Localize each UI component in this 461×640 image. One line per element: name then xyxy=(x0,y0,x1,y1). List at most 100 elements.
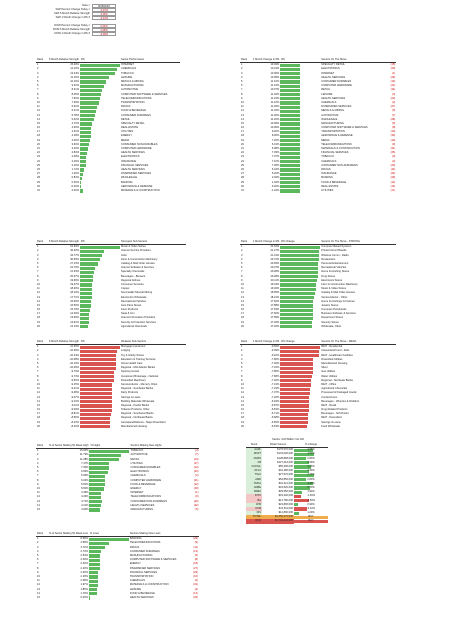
label-cell: Catalog & Mail Order Houses xyxy=(321,291,355,295)
pct-change-bar xyxy=(294,507,308,511)
table-row: 4 20.72% Restaurants xyxy=(240,258,396,262)
table-row: 5 20.65% Personal Entertainment xyxy=(240,262,396,266)
value-bar-cell xyxy=(80,304,120,308)
value-cell: 3.72% xyxy=(80,545,88,549)
value-bar-cell xyxy=(280,387,320,391)
value-cell: 27.13% xyxy=(70,262,79,266)
table-row: 9 7.60% TELECOMMUNICATIONS xyxy=(36,97,180,101)
label-cell: Printed Circuit Boards xyxy=(321,249,347,253)
table-row: MSFT $133,046,000 4.80% xyxy=(246,452,328,457)
value-bar-cell xyxy=(280,321,320,325)
label-cell: Tobacco Products, Other xyxy=(121,408,150,412)
value-bar-cell xyxy=(80,254,120,258)
value-cell: 10.19% xyxy=(270,67,280,71)
rank-cell: 12 xyxy=(241,291,244,295)
value-bar-cell xyxy=(280,185,320,189)
value-cell: 14.10% xyxy=(70,67,79,71)
dollar-volume-cell: $56,306,000 xyxy=(278,465,293,469)
table-row: 12 18.95% Catalog & Mail Order Houses xyxy=(240,291,396,295)
rank-cell: 11 xyxy=(37,105,40,109)
label-cell: ENERGY xyxy=(129,562,141,566)
value-bar-cell xyxy=(88,550,129,554)
value-bar xyxy=(280,160,301,164)
value-cell: -10.24% xyxy=(69,353,79,357)
value-bar xyxy=(80,245,120,249)
rank-cell: 8 xyxy=(241,374,243,378)
rank-cell: 3 xyxy=(241,353,243,357)
value-cell: -9.21% xyxy=(70,387,79,391)
value-bar xyxy=(80,147,89,151)
label-cell: Silver xyxy=(321,366,328,370)
value-cell: 7.30% xyxy=(81,466,89,470)
value-cell: 4.00% xyxy=(81,507,89,511)
rank-ref-cell: (25) xyxy=(390,151,396,155)
value-cell: 11.06% xyxy=(270,105,280,109)
date-value: 8/28/2020 xyxy=(92,4,116,8)
value-cell: 6.90% xyxy=(81,470,89,474)
value-cell: 2.40% xyxy=(80,562,88,566)
pct-change-value: BUY xyxy=(308,519,314,523)
value-bar xyxy=(280,395,310,400)
value-bar xyxy=(80,362,116,366)
value-bar xyxy=(280,63,301,67)
value-cell: 15.70% xyxy=(70,308,79,312)
label-cell: CONSUMER NON-DURABLES xyxy=(130,499,167,503)
value-bar-cell xyxy=(80,391,120,395)
value-bar-cell xyxy=(280,97,320,101)
table-row: 10 11.10% CHEMICALS (2) xyxy=(240,101,396,105)
value-bar-cell xyxy=(280,395,320,400)
value-bar xyxy=(80,366,116,370)
value-bar-cell xyxy=(80,375,120,379)
column-header: RS xyxy=(80,58,120,64)
table-row: 3 -9.22% REIT - Healthcare Facilities xyxy=(240,354,396,358)
rank-cell: 17 xyxy=(241,312,244,316)
header-stat-label: S&P 6 Month Relative Strength = xyxy=(54,12,90,19)
value-bar xyxy=(280,76,301,80)
value-cell: 11.79% xyxy=(79,453,89,457)
value-bar xyxy=(280,400,310,404)
rank-ref-cell: (29) xyxy=(193,537,198,541)
rank-cell: 16 xyxy=(37,308,40,312)
sector-perf-table: Rank 6 Month Relative Strength RS Sector Pe… xyxy=(36,58,180,193)
table-row: 16 17.63% Computer Peripherals xyxy=(240,308,396,312)
value-cell: 20.07% xyxy=(70,274,79,278)
value-bar-cell xyxy=(80,245,120,250)
value-bar-cell xyxy=(88,537,129,542)
pct-change-cell: 3.40% xyxy=(294,469,328,473)
value-bar xyxy=(280,262,319,266)
rank-cell: 10 xyxy=(37,100,40,104)
label-cell: Catalog & Mail Order Houses xyxy=(121,262,155,266)
label-cell: Water Utilities xyxy=(321,374,338,378)
rank-cell: 3 xyxy=(37,71,39,75)
ticker-cell: BABA xyxy=(246,490,262,495)
label-cell: Steel & Iron xyxy=(121,312,135,316)
value-cell: 6.06% xyxy=(81,474,89,478)
table-row: 12 1.97% MATERIALS & CONSTRUCTION (31) xyxy=(36,583,199,587)
rank-ref-cell: (12) xyxy=(193,482,199,486)
rank-cell: 9 xyxy=(241,278,243,282)
value-bar xyxy=(80,109,96,113)
label-cell: WHOLESALE xyxy=(121,176,138,180)
table-row: 8 20.07% Beverages - Brewers xyxy=(36,275,186,279)
rank-ref-cell: (9) xyxy=(195,495,199,499)
label-cell: RETAIL xyxy=(121,117,130,121)
rank-ref-cell: (14) xyxy=(390,88,396,92)
value-bar xyxy=(80,349,117,354)
rank-cell: 16 xyxy=(241,126,244,130)
value-bar xyxy=(280,308,313,312)
rank-cell: 29 xyxy=(241,180,244,184)
value-cell: -9.39% xyxy=(271,349,280,353)
value-bar-cell xyxy=(280,391,320,395)
value-bar xyxy=(89,462,110,466)
rank-ref-cell: (28) xyxy=(390,117,396,121)
rank-ref-cell: (8) xyxy=(194,558,198,562)
rank-ref-cell: (20) xyxy=(193,499,199,503)
table-row: 2 4.58% TELECOMMUNICATIONS (9) xyxy=(36,541,199,546)
value-bar xyxy=(280,354,319,358)
label-cell: Jewelry Stores xyxy=(321,303,339,307)
rank-cell: 11 xyxy=(37,579,40,583)
strong-sub-table: Rank 6 Month Relative Strength RS Strongest… xyxy=(36,240,186,329)
value-cell: -6.53% xyxy=(271,424,280,428)
value-bar-cell xyxy=(80,63,120,68)
column-header: RS xyxy=(80,340,120,346)
